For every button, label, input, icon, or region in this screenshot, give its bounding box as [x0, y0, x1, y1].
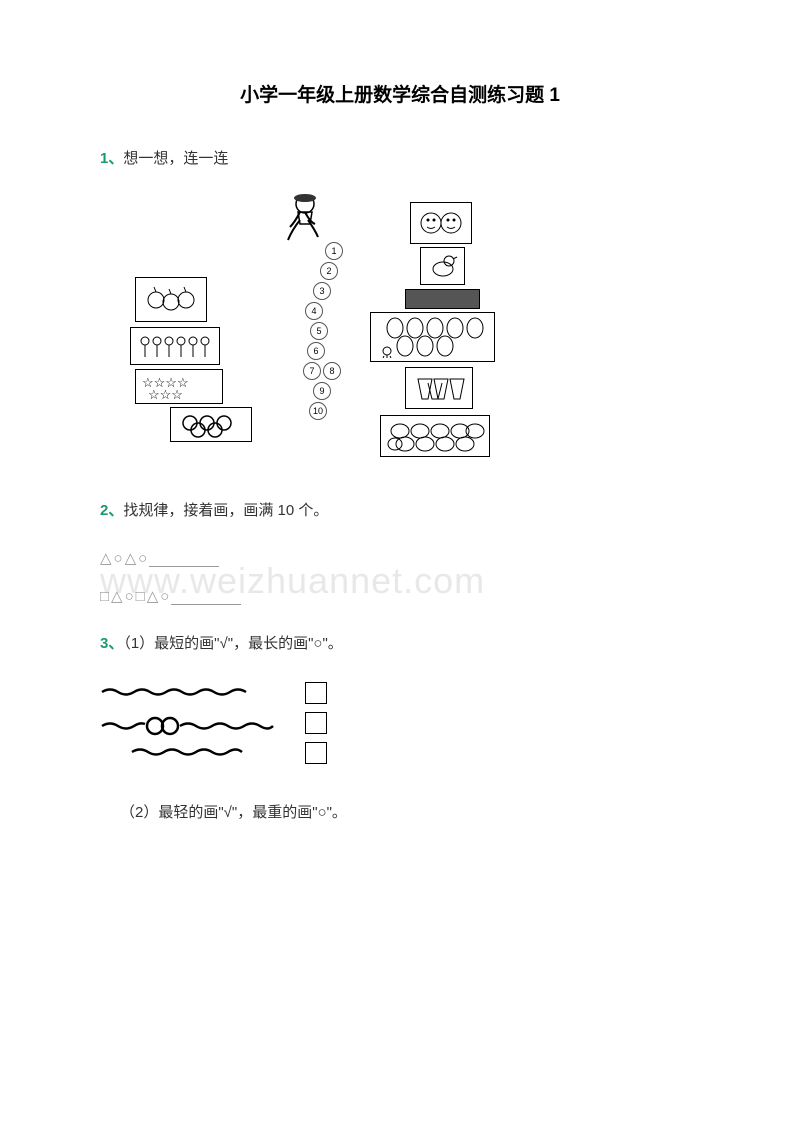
num-8: 8: [323, 362, 341, 380]
q3-sub1-text: （1）最短的画"√"，最长的画"○"。: [123, 635, 342, 652]
question-1: 1、想一想，连一连: [100, 145, 700, 172]
num-1: 1: [325, 242, 343, 260]
q2-text: 找规律，接着画，画满 10 个。: [123, 502, 328, 519]
num-10: 10: [309, 402, 327, 420]
right-item-fingerprints: [370, 312, 495, 362]
right-item-strip: [405, 289, 480, 309]
left-item-stars: ☆☆☆☆☆☆☆: [135, 369, 223, 404]
left-item-children: [130, 327, 220, 365]
rope-3: [130, 744, 245, 762]
question-2: 2、找规律，接着画，画满 10 个。: [100, 497, 700, 524]
pattern1-blank: [149, 566, 219, 567]
pattern-2: □△○□△○: [100, 587, 700, 605]
pattern-1: △○△○: [100, 549, 700, 567]
page-content: 小学一年级上册数学综合自测练习题 1 1、想一想，连一连 1 2 3 4 5 6…: [100, 80, 700, 826]
num-9: 9: [313, 382, 331, 400]
num-2: 2: [320, 262, 338, 280]
checkbox-rope-1[interactable]: [305, 682, 327, 704]
pattern2-blank: [171, 604, 241, 605]
rope-2: [100, 714, 275, 732]
rope-1-svg: [100, 684, 250, 700]
rope-row-3: [100, 742, 700, 764]
checkbox-rope-3[interactable]: [305, 742, 327, 764]
right-item-bird: [420, 247, 465, 285]
q1-number: 1、: [100, 150, 123, 167]
right-item-coins: [380, 415, 490, 457]
svg-text:☆☆☆: ☆☆☆: [148, 387, 183, 401]
q3-number: 3、: [100, 635, 123, 652]
right-item-faces: [410, 202, 472, 244]
pattern1-shapes: △○△○: [100, 550, 149, 567]
question-3-sub2: （2）最轻的画"√"，最重的画"○"。: [120, 799, 700, 826]
rope-3-svg: [130, 744, 245, 760]
q2-number: 2、: [100, 502, 123, 519]
num-3: 3: [313, 282, 331, 300]
num-7: 7: [303, 362, 321, 380]
rope-row-1: [100, 682, 700, 704]
q1-text: 想一想，连一连: [123, 150, 228, 167]
page-title: 小学一年级上册数学综合自测练习题 1: [100, 80, 700, 107]
rope-2-svg: [100, 714, 275, 738]
num-5: 5: [310, 322, 328, 340]
child-running-icon: [270, 192, 330, 247]
rope-row-2: [100, 712, 700, 734]
question-3: 3、（1）最短的画"√"，最长的画"○"。: [100, 630, 700, 657]
checkbox-rope-2[interactable]: [305, 712, 327, 734]
matching-exercise-image: 1 2 3 4 5 6 7 8 9 10 ☆☆☆☆☆☆☆: [130, 197, 560, 477]
num-4: 4: [305, 302, 323, 320]
rope-1: [100, 684, 250, 702]
q3-sub2-text: （2）最轻的画"√"，最重的画"○"。: [120, 804, 347, 821]
num-6: 6: [307, 342, 325, 360]
right-item-cups: [405, 367, 473, 409]
left-item-olympic-rings: [170, 407, 252, 442]
left-item-apples: [135, 277, 207, 322]
ropes-section: [100, 682, 700, 764]
pattern2-shapes: □△○□△○: [100, 588, 171, 605]
